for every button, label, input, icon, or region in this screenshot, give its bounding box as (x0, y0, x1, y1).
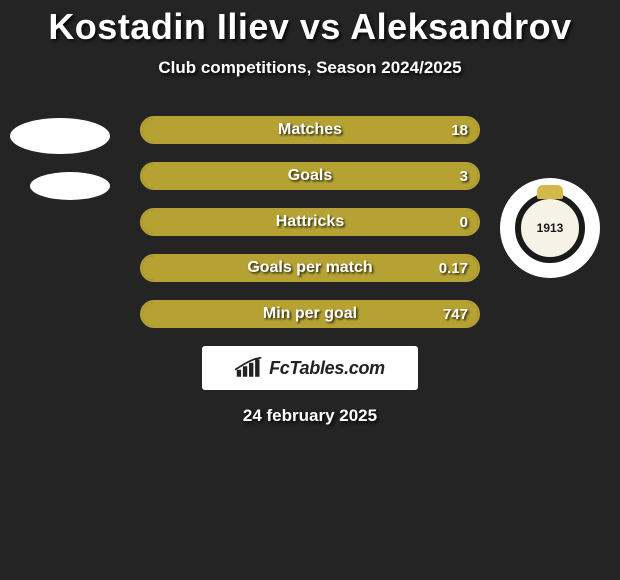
stat-fill (142, 118, 478, 142)
stat-row: Goals3 (140, 162, 480, 190)
stat-value: 3 (460, 164, 468, 188)
stat-value: 747 (443, 302, 468, 326)
bar-chart-icon (235, 357, 263, 379)
stats-list: Matches18 Goals3 Hattricks0 Goals per match… (140, 116, 480, 328)
stat-fill (142, 256, 478, 280)
player-left-placeholder (10, 118, 110, 200)
crest-icon: 1913 (515, 193, 585, 263)
stat-row: Hattricks0 (140, 208, 480, 236)
comparison-card: Kostadin Iliev vs Aleksandrov Club compe… (0, 0, 620, 426)
badge-label: FcTables.com (269, 358, 385, 379)
stat-value: 0.17 (439, 256, 468, 280)
fctables-badge[interactable]: FcTables.com (202, 346, 418, 390)
stat-value: 18 (451, 118, 468, 142)
stat-row: Matches18 (140, 116, 480, 144)
stat-fill (142, 210, 478, 234)
stat-fill (142, 302, 478, 326)
crest-year: 1913 (537, 221, 564, 235)
club-crest: 1913 (500, 178, 600, 278)
stat-fill (142, 164, 478, 188)
stat-row: Goals per match0.17 (140, 254, 480, 282)
stat-value: 0 (460, 210, 468, 234)
stat-row: Min per goal747 (140, 300, 480, 328)
report-date: 24 february 2025 (0, 406, 620, 426)
page-subtitle: Club competitions, Season 2024/2025 (0, 58, 620, 78)
club-placeholder-icon (30, 172, 110, 200)
avatar-placeholder-icon (10, 118, 110, 154)
page-title: Kostadin Iliev vs Aleksandrov (0, 6, 620, 48)
